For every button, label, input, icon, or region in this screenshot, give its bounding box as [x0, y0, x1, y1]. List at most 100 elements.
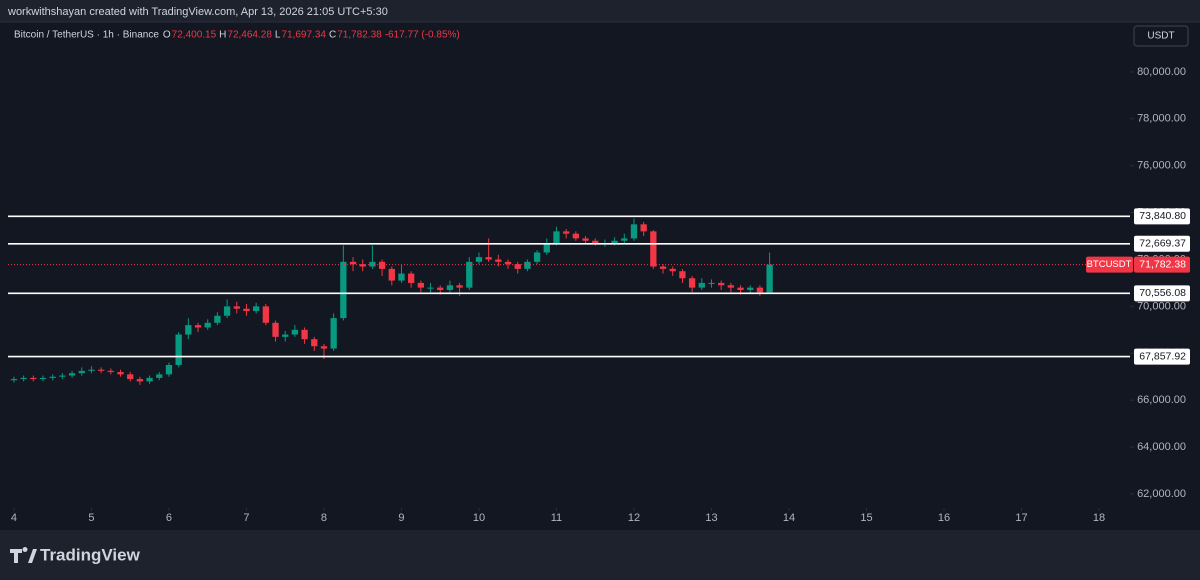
candle-body	[233, 306, 240, 309]
level-label: 73,840.80	[1139, 210, 1186, 222]
candle-body	[514, 264, 521, 269]
candle-body	[136, 379, 144, 382]
candle-body	[359, 264, 366, 267]
candle-body	[766, 264, 773, 293]
candle-body	[718, 282, 725, 286]
candle-body	[262, 306, 269, 323]
candle-body	[524, 261, 531, 269]
candle-body	[533, 252, 541, 262]
candle-body	[698, 282, 705, 288]
x-tick-label: 13	[705, 512, 717, 524]
candle-body	[437, 287, 444, 290]
x-tick-label: 12	[628, 512, 640, 524]
candle-body	[378, 261, 386, 269]
candle-body	[146, 377, 153, 382]
candle-body	[408, 273, 415, 283]
level-label-box	[1134, 285, 1190, 302]
candle-body	[398, 273, 405, 281]
candle-body	[427, 287, 434, 289]
candle-body	[88, 369, 95, 371]
legend-text: L	[275, 30, 281, 41]
last-price-name: BTCUSDT	[1087, 259, 1132, 270]
candle-body	[446, 285, 454, 290]
logo: TradingView	[10, 545, 141, 564]
legend-text: 72,400.15	[172, 30, 217, 41]
candle-body	[243, 308, 250, 312]
candle-body	[127, 374, 134, 380]
x-tick-label: 4	[11, 512, 17, 524]
y-tick-label: 62,000.00	[1137, 488, 1186, 500]
candle-body	[485, 257, 492, 260]
candle-body	[349, 261, 357, 265]
candle-body	[272, 322, 279, 337]
x-tick-label: 18	[1093, 512, 1105, 524]
level-label-box	[1134, 235, 1190, 252]
x-tick-label: 15	[860, 512, 872, 524]
candle-body	[97, 369, 105, 371]
candle-body	[475, 257, 483, 262]
candle-body	[504, 261, 512, 265]
candle-body	[282, 334, 289, 337]
y-tick-label: 66,000.00	[1137, 394, 1186, 406]
candle-body	[756, 287, 764, 293]
candle-body	[553, 231, 560, 244]
x-tick-label: 17	[1015, 512, 1027, 524]
candle-body	[301, 329, 308, 340]
legend-text: C	[329, 30, 336, 41]
candle-body	[194, 325, 202, 328]
candle-body	[737, 287, 744, 290]
candle-body	[291, 329, 299, 335]
x-tick-label: 16	[938, 512, 950, 524]
candle-body	[388, 268, 395, 281]
legend-text: 72,464.28	[227, 30, 272, 41]
level-label: 67,857.92	[1139, 350, 1186, 362]
candle-body	[204, 322, 211, 328]
candle-body	[223, 306, 231, 316]
header-bar	[0, 0, 1200, 22]
candle-body	[39, 377, 47, 380]
candle-body	[320, 346, 328, 349]
candle-body	[747, 287, 754, 290]
legend-text: 71,697.34	[281, 30, 326, 41]
y-tick-label: 78,000.00	[1137, 113, 1186, 125]
candle-body	[456, 285, 463, 288]
currency-button[interactable]	[1133, 25, 1189, 47]
y-tick-label: 76,000.00	[1137, 160, 1186, 172]
last-price-box	[1134, 256, 1190, 273]
candle-body	[20, 377, 27, 380]
x-tick-label: 9	[398, 512, 404, 524]
candle-body	[630, 224, 638, 239]
candle-body	[679, 271, 686, 279]
y-tick-label: 64,000.00	[1137, 441, 1186, 453]
level-label: 72,669.37	[1139, 238, 1186, 250]
candle-body	[669, 268, 676, 272]
candle-body	[688, 278, 696, 288]
last-price-label: 71,782.38	[1139, 258, 1186, 270]
y-tick-label: 80,000.00	[1137, 66, 1186, 78]
header-text: workwithshayan created with TradingView.…	[7, 6, 388, 18]
candle-body	[59, 375, 66, 377]
candle-body	[727, 285, 735, 288]
legend-text: -617.77 (-0.85%)	[385, 30, 460, 41]
candle-body	[10, 379, 18, 381]
y-tick-label: 70,000.00	[1137, 300, 1186, 312]
candle-body	[708, 282, 715, 284]
candle-body	[156, 374, 163, 378]
candle-body	[640, 224, 647, 232]
candle-body	[563, 231, 570, 234]
x-tick-label: 10	[473, 512, 485, 524]
x-tick-label: 11	[551, 512, 562, 524]
candle-body	[30, 377, 37, 380]
x-tick-label: 6	[166, 512, 172, 524]
footer-bar	[0, 530, 1200, 580]
candle-body	[117, 372, 124, 375]
candle-body	[311, 339, 318, 347]
candle-body	[417, 282, 424, 288]
legend-text: 71,782.38	[337, 30, 382, 41]
last-price-name-box	[1086, 256, 1133, 273]
x-tick-label: 8	[321, 512, 327, 524]
currency-label[interactable]: USDT	[1147, 31, 1174, 42]
level-label-box	[1134, 208, 1190, 225]
